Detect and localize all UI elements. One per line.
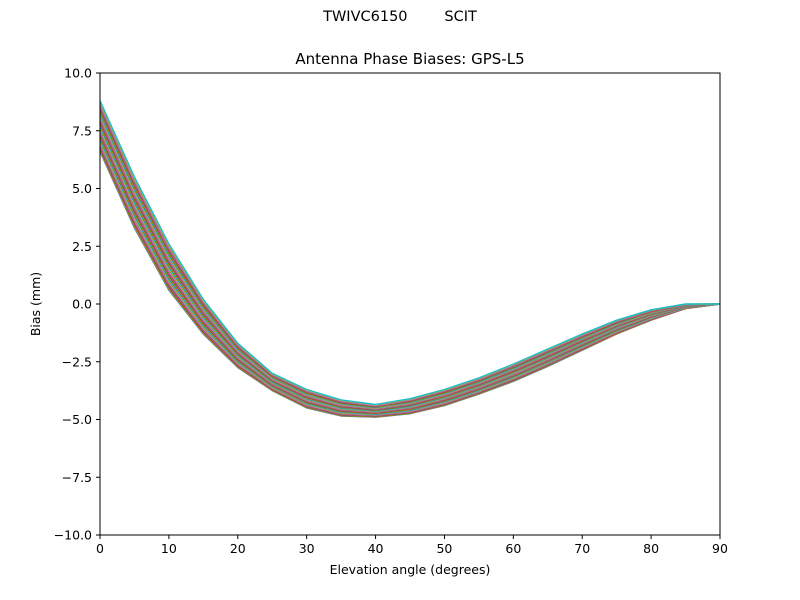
series-line bbox=[99, 140, 721, 416]
y-tick-label: 0.0 bbox=[72, 297, 92, 312]
series-line bbox=[99, 105, 721, 407]
series-line bbox=[99, 121, 721, 411]
y-axis-label: Bias (mm) bbox=[28, 272, 43, 336]
series-line bbox=[99, 131, 721, 413]
series-line bbox=[99, 134, 721, 414]
y-axis-ticks: −10.0 −7.5 −5.0 −2.5 0.0 2.5 5.0 7.5 10.0 bbox=[54, 66, 100, 543]
series-line bbox=[99, 104, 721, 407]
series-line bbox=[99, 122, 721, 411]
series-line bbox=[99, 136, 721, 415]
series-line bbox=[99, 100, 720, 406]
series-line bbox=[99, 112, 721, 409]
figure-suptitle: TWIVC6150 SCIT bbox=[323, 9, 477, 25]
x-tick-label: 10 bbox=[161, 541, 177, 556]
y-tick-label: −10.0 bbox=[54, 528, 92, 543]
y-tick-label: 7.5 bbox=[72, 123, 92, 138]
y-tick-label: 5.0 bbox=[72, 181, 92, 196]
series-line bbox=[99, 130, 721, 413]
x-tick-label: 50 bbox=[436, 541, 452, 556]
series-line bbox=[99, 127, 721, 412]
series-line bbox=[99, 108, 721, 408]
x-tick-label: 40 bbox=[368, 541, 384, 556]
x-tick-label: 60 bbox=[505, 541, 521, 556]
x-axis-ticks: 0 10 20 30 40 50 60 70 80 90 bbox=[96, 535, 728, 556]
x-tick-label: 90 bbox=[712, 541, 728, 556]
x-tick-label: 20 bbox=[230, 541, 246, 556]
y-tick-label: 10.0 bbox=[64, 66, 92, 81]
series-line bbox=[99, 143, 721, 416]
series-line bbox=[99, 109, 721, 408]
chart-title: Antenna Phase Biases: GPS-L5 bbox=[295, 50, 524, 68]
x-tick-label: 30 bbox=[299, 541, 315, 556]
series-line bbox=[99, 114, 721, 409]
series-line bbox=[99, 101, 721, 406]
y-tick-label: −5.0 bbox=[62, 412, 92, 427]
x-tick-label: 80 bbox=[643, 541, 659, 556]
y-tick-label: −2.5 bbox=[62, 354, 92, 369]
series-line bbox=[99, 139, 721, 415]
series-line bbox=[99, 103, 721, 406]
y-tick-label: 2.5 bbox=[72, 239, 92, 254]
series-line bbox=[99, 110, 721, 408]
series-line bbox=[99, 142, 721, 416]
series-line bbox=[99, 106, 721, 407]
series-line bbox=[99, 123, 721, 411]
series-line bbox=[99, 125, 721, 412]
series-line bbox=[99, 116, 721, 410]
series-line bbox=[99, 138, 721, 415]
y-tick-label: −7.5 bbox=[62, 470, 92, 485]
series-line bbox=[99, 129, 721, 413]
x-tick-label: 0 bbox=[96, 541, 104, 556]
series-line bbox=[99, 146, 721, 417]
x-axis-label: Elevation angle (degrees) bbox=[330, 562, 491, 577]
series-line bbox=[99, 117, 721, 410]
series-line bbox=[99, 113, 721, 409]
series-line bbox=[99, 135, 721, 414]
series-line bbox=[99, 133, 721, 414]
series-line bbox=[99, 126, 721, 412]
series-line bbox=[99, 120, 721, 411]
x-tick-label: 70 bbox=[574, 541, 590, 556]
series-layer bbox=[99, 100, 721, 418]
series-line bbox=[99, 118, 721, 410]
series-line bbox=[99, 144, 721, 417]
